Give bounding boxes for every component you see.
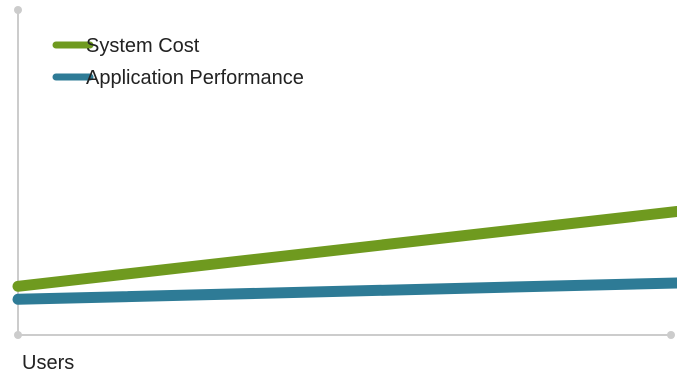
legend: System Cost Application Performance — [52, 35, 304, 89]
legend-label-2: Application Performance — [86, 67, 304, 89]
x-axis-end-dot — [667, 331, 675, 339]
origin-dot — [14, 331, 22, 339]
series-layer — [12, 206, 677, 305]
y-axis-end-dot — [14, 6, 22, 14]
series-line-2 — [12, 277, 677, 305]
legend-label-1: System Cost — [86, 35, 200, 57]
x-axis-label: Users — [22, 352, 74, 372]
series-line-1 — [12, 206, 677, 292]
